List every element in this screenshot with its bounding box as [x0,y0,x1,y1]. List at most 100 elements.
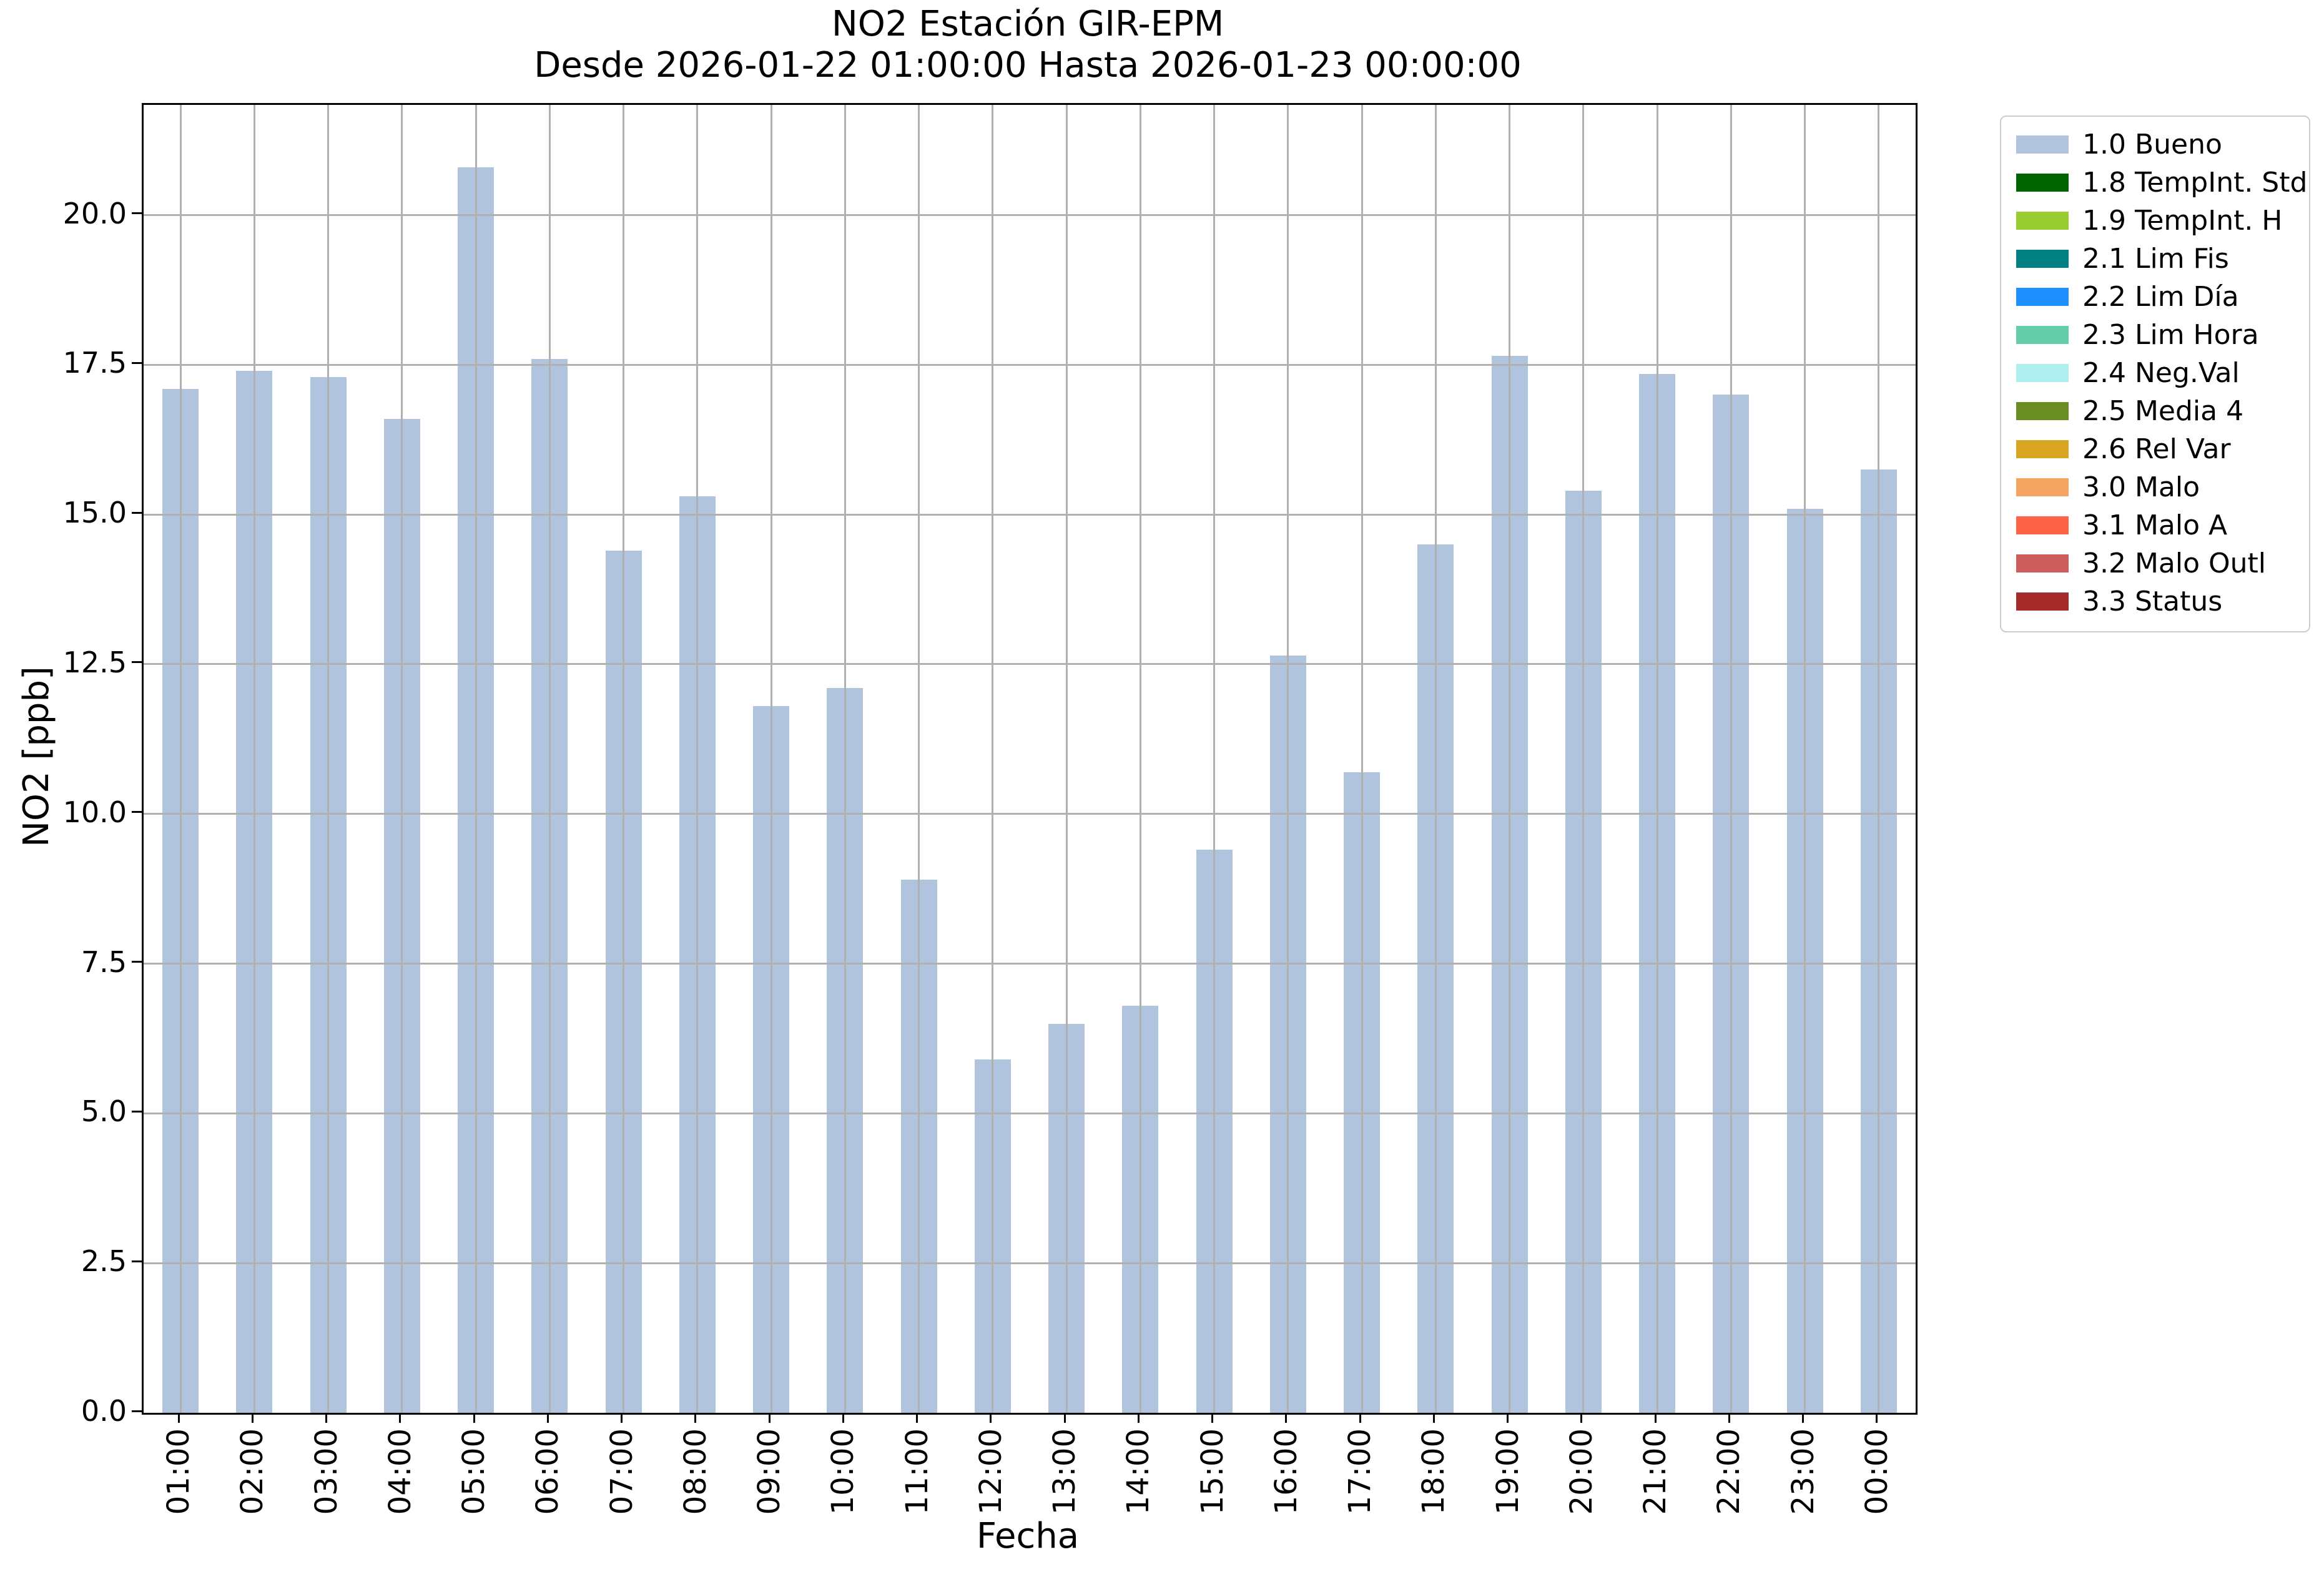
y-tick-mark [132,1110,142,1113]
y-gridline [144,1262,1916,1264]
y-tick-label: 15.0 [62,496,127,530]
x-tick-mark [1728,1413,1730,1423]
x-gridline [1656,105,1658,1413]
x-tick-mark [177,1413,180,1423]
x-tick-label: 04:00 [382,1428,418,1515]
x-gridline [1065,105,1068,1413]
x-tick-mark [325,1413,328,1423]
x-gridline [1139,105,1141,1413]
x-gridline [844,105,846,1413]
x-tick-label: 08:00 [677,1428,713,1515]
x-tick-label: 19:00 [1490,1428,1525,1515]
y-tick-label: 10.0 [62,795,127,829]
x-tick-mark [916,1413,918,1423]
legend-item: 3.3 Status [2001,582,2309,621]
x-tick-mark [1211,1413,1214,1423]
legend-swatch [2016,174,2069,192]
x-tick-mark [1654,1413,1657,1423]
x-tick-label: 07:00 [604,1428,639,1515]
legend-item: 3.1 Malo A [2001,506,2309,544]
chart-title-block: NO2 Estación GIR-EPM Desde 2026-01-22 01… [142,4,1914,86]
x-gridline [1804,105,1806,1413]
x-tick-label: 23:00 [1785,1428,1821,1515]
x-tick-mark [473,1413,475,1423]
x-tick-label: 11:00 [899,1428,935,1515]
y-tick-mark [132,1260,142,1262]
legend-item: 2.1 Lim Fis [2001,240,2309,278]
x-gridline [1434,105,1437,1413]
x-gridline [401,105,403,1413]
legend-label: 2.3 Lim Hora [2082,318,2259,351]
x-tick-mark [1802,1413,1805,1423]
x-tick-mark [694,1413,697,1423]
x-tick-mark [842,1413,844,1423]
legend-label: 2.1 Lim Fis [2082,242,2229,275]
legend-item: 2.6 Rel Var [2001,430,2309,468]
x-tick-label: 09:00 [752,1428,787,1515]
x-tick-mark [399,1413,401,1423]
legend-label: 2.2 Lim Día [2082,280,2239,313]
x-tick-label: 22:00 [1711,1428,1747,1515]
x-tick-label: 17:00 [1342,1428,1378,1515]
legend-swatch [2016,212,2069,230]
legend-item: 2.4 Neg.Val [2001,354,2309,392]
legend-label: 1.0 Bueno [2082,128,2222,160]
x-tick-label: 00:00 [1859,1428,1894,1515]
y-tick-label: 5.0 [81,1094,127,1129]
legend-label: 1.8 TempInt. Std [2082,166,2308,199]
x-tick-mark [1580,1413,1583,1423]
x-gridline [253,105,255,1413]
x-tick-mark [546,1413,549,1423]
legend-label: 3.1 Malo A [2082,509,2228,541]
x-tick-mark [251,1413,254,1423]
y-gridline [144,1112,1916,1114]
x-gridline [475,105,477,1413]
x-tick-mark [1876,1413,1878,1423]
x-gridline [1582,105,1585,1413]
legend-swatch [2016,364,2069,382]
x-tick-label: 16:00 [1268,1428,1304,1515]
legend-item: 3.0 Malo [2001,468,2309,506]
legend-swatch [2016,135,2069,154]
x-tick-mark [1432,1413,1435,1423]
legend-item: 1.8 TempInt. Std [2001,164,2309,202]
y-tick-mark [132,961,142,963]
x-gridline [696,105,699,1413]
x-gridline [179,105,182,1413]
y-gridline [144,963,1916,965]
y-tick-label: 7.5 [81,945,127,979]
y-gridline [144,663,1916,666]
legend-label: 2.4 Neg.Val [2082,356,2240,389]
legend-item: 1.0 Bueno [2001,125,2309,164]
legend-swatch [2016,250,2069,268]
x-tick-label: 20:00 [1563,1428,1599,1515]
y-tick-label: 20.0 [62,196,127,230]
y-tick-label: 17.5 [62,346,127,380]
y-tick-mark [132,511,142,514]
x-gridline [548,105,551,1413]
chart-subtitle: Desde 2026-01-22 01:00:00 Hasta 2026-01-… [534,45,1522,86]
legend-item: 3.2 Malo Outl [2001,544,2309,582]
legend-swatch [2016,402,2069,420]
y-gridline [144,513,1916,516]
x-gridline [918,105,920,1413]
plot-area [142,103,1918,1415]
legend-swatch [2016,516,2069,534]
x-tick-label: 12:00 [973,1428,1008,1515]
legend-items: 1.0 Bueno 1.8 TempInt. Std 1.9 TempInt. H 2… [2001,125,2309,621]
x-tick-label: 15:00 [1194,1428,1230,1515]
x-tick-mark [621,1413,623,1423]
legend-swatch [2016,326,2069,344]
legend-swatch [2016,288,2069,306]
y-tick-label: 2.5 [81,1244,127,1279]
legend-label: 1.9 TempInt. H [2082,204,2283,237]
x-tick-label: 21:00 [1638,1428,1673,1515]
x-gridline [1361,105,1363,1413]
x-gridline [1509,105,1511,1413]
legend-item: 2.2 Lim Día [2001,278,2309,316]
x-gridline [1730,105,1732,1413]
x-gridline [327,105,330,1413]
chart-title: NO2 Estación GIR-EPM [831,4,1224,44]
legend-item: 1.9 TempInt. H [2001,202,2309,240]
x-tick-mark [1285,1413,1288,1423]
